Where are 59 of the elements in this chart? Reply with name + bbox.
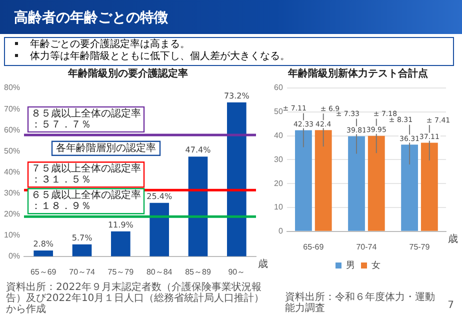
x-tick-label: 85～89 [185,267,212,276]
data-label: 2.8% [33,240,54,249]
data-label: 73.2% [224,91,250,100]
x-tick-label: 75-79 [409,242,430,252]
text: 高齢者の年齢ごとの特徴 [14,9,168,27]
x-tick-label: 90～ [228,267,246,276]
legend-label: 女 [372,260,380,271]
y-tick-label: 60% [4,125,20,134]
y-tick-label: 80% [4,83,20,92]
chart-title: 年齢階級別の要介護認定率 [67,68,188,80]
bar [401,144,418,231]
x-tick-label: 65-69 [303,242,324,252]
y-tick-label: 40 [274,131,284,140]
bar [295,130,312,231]
y-tick-label: 20% [4,210,20,219]
x-axis-title: 歳 [448,232,458,245]
y-tick-label: 50% [4,146,20,156]
chart-title: 年齢階級別新体力テスト合計点 [287,68,428,80]
y-tick-label: 70% [4,104,20,114]
bar [72,244,92,256]
bar [227,102,246,256]
y-tick-label: 60 [274,83,284,92]
text: 体力等は年齢階級とともに低下し、個人差が大きくなる。 [30,51,290,62]
ref-line-label: ７５歳以上全体の認定率：３１．５％ [31,162,142,186]
data-label: 47.4% [185,146,212,155]
y-tick-label: 30% [4,188,20,198]
data-label: 11.9% [108,220,134,230]
x-tick-label: 70～74 [69,267,96,276]
text: 資料出所：2022年９月末認定者数（介護保険事業状況報告）及び2022年10月１日人口（総務省統計局人口推計）から作成 [6,282,266,315]
y-tick-label: 30 [274,154,284,164]
x-tick-label: 75～79 [108,267,134,276]
annotation: 各年齢階層別の認定率 [56,142,156,154]
bar [348,136,365,231]
bar [314,130,332,231]
bar [111,231,130,256]
text: 年齢ごとの要介護認定率は高まる。 [30,39,190,50]
y-tick-label: 10% [4,230,20,240]
ref-line-label: ６５歳以上全体の認定率：１８．９％ [31,189,142,212]
bar [188,156,208,256]
y-tick-label: 50 [274,107,284,116]
bar [368,136,385,231]
y-tick-label: 10 [274,202,284,212]
x-tick-label: 70-74 [356,242,378,252]
legend-label: 男 [346,260,355,271]
text: 7 [448,300,454,311]
data-label: 5.7% [72,233,93,242]
bar [420,142,438,231]
y-tick-label: 20 [274,178,284,188]
y-tick-label: 0 [278,226,284,236]
y-tick-label: 40% [4,167,20,176]
x-axis-title: 歳 [258,258,268,270]
data-label: 25.4% [146,192,172,202]
bar [150,202,170,256]
text: 資料出所：令和６年度体力・運動能力調査 [285,292,435,314]
x-tick-label: 65～69 [30,267,57,276]
x-tick-label: 80～84 [146,267,173,276]
bar [34,250,54,256]
ref-line-label: ８５歳以上全体の認定率：５７．７％ [31,108,142,131]
y-tick-label: 0% [8,252,20,261]
